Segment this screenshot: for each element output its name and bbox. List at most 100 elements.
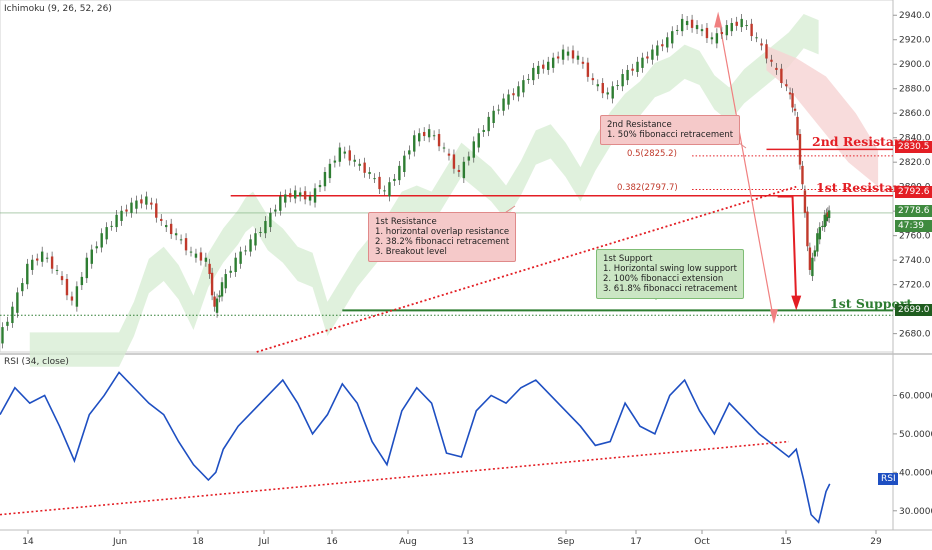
candle-body bbox=[700, 29, 704, 32]
candle-body bbox=[788, 92, 792, 95]
candle-body bbox=[527, 78, 530, 80]
candle-body bbox=[1, 327, 4, 344]
candle-body bbox=[199, 252, 203, 261]
candle-body bbox=[308, 196, 312, 201]
candle-body bbox=[333, 160, 337, 163]
rsi-pane: 30.0000 40.0000 50.0000 60.0000 bbox=[0, 371, 932, 524]
candle-body bbox=[798, 134, 802, 165]
candle-body bbox=[313, 188, 317, 203]
ichimoku-cloud-bearish bbox=[766, 45, 879, 187]
candle-body bbox=[239, 251, 242, 264]
candle-body bbox=[720, 31, 724, 35]
candle-body bbox=[725, 25, 729, 36]
candle-body bbox=[218, 295, 221, 298]
candle-body bbox=[184, 238, 188, 251]
candle-body bbox=[537, 65, 540, 75]
candle-body bbox=[745, 25, 748, 27]
candle-body bbox=[289, 193, 292, 198]
candle-body bbox=[293, 190, 297, 199]
candle-body bbox=[821, 225, 824, 227]
rsi-line bbox=[0, 371, 831, 524]
fib-arrow-up bbox=[714, 11, 723, 28]
candle-body bbox=[750, 23, 753, 37]
annotation-line: 1st Support bbox=[603, 254, 653, 264]
candle-body bbox=[125, 209, 128, 212]
candle-body bbox=[95, 246, 98, 249]
candle-body bbox=[418, 133, 421, 142]
candle-body bbox=[164, 225, 168, 228]
price-tick-label: 2720.0 bbox=[899, 281, 931, 291]
candle-body bbox=[591, 78, 595, 81]
ichimoku-cloud bbox=[29, 14, 819, 367]
candle-body bbox=[770, 59, 773, 62]
annotation-line: 3. 61.8% fibonacci retracement bbox=[603, 284, 738, 294]
candle-body bbox=[31, 259, 34, 270]
candle-body bbox=[816, 233, 819, 252]
first-support-annotation: 1st Support 1. Horizontal swing low supp… bbox=[596, 249, 745, 299]
price-tag-second-resistance: 2830.5 bbox=[895, 141, 932, 153]
first-resistance-annotation: 1st Resistance 1. horizontal overlap res… bbox=[368, 212, 517, 262]
rsi-trendline bbox=[0, 440, 789, 516]
candle-body bbox=[343, 151, 346, 154]
candle-body bbox=[818, 227, 822, 240]
candle-body bbox=[522, 80, 525, 93]
fib-05-label: 0.5(2825.2) bbox=[627, 149, 677, 159]
candle-body bbox=[16, 292, 19, 313]
candle-body bbox=[492, 110, 495, 124]
candle-body bbox=[482, 129, 485, 132]
candle-body bbox=[661, 44, 664, 47]
candle-body bbox=[626, 69, 629, 81]
price-tag-first-support: 2699.0 bbox=[895, 304, 932, 316]
candle-body bbox=[695, 25, 699, 30]
candle-body bbox=[437, 134, 441, 147]
candle-body bbox=[204, 257, 208, 262]
candle-body bbox=[512, 93, 515, 96]
candle-body bbox=[561, 49, 565, 60]
price-tick-label: 2760.0 bbox=[899, 232, 931, 242]
candle-body bbox=[130, 202, 133, 213]
candle-body bbox=[601, 83, 604, 94]
price-tick-label: 2740.0 bbox=[899, 256, 931, 266]
x-tick-label: Oct bbox=[694, 537, 710, 547]
candle-body bbox=[671, 31, 674, 44]
fib-diagonal bbox=[717, 15, 775, 322]
candle-body bbox=[36, 258, 39, 261]
candle-body bbox=[542, 64, 545, 69]
price-tick-label: 2840.0 bbox=[899, 134, 931, 144]
candle-body bbox=[581, 61, 585, 64]
candle-body bbox=[811, 257, 814, 277]
candle-body bbox=[378, 176, 381, 190]
candle-body bbox=[338, 147, 342, 162]
candle-body bbox=[55, 269, 59, 271]
candle-body bbox=[303, 191, 307, 200]
rsi-tick-label: 60.0000 bbox=[899, 391, 932, 401]
candle-body bbox=[447, 153, 451, 156]
rsi-tick-label: 50.0000 bbox=[899, 430, 932, 440]
candle-body bbox=[274, 209, 277, 212]
price-tag-first-resistance: 2792.6 bbox=[895, 186, 932, 198]
annotation-line: 2. 38.2% fibonacci retracement bbox=[375, 237, 510, 247]
candle-body bbox=[497, 109, 500, 111]
candle-body bbox=[120, 210, 123, 221]
candle-body bbox=[373, 178, 376, 180]
candle-body bbox=[279, 196, 282, 211]
rsi-label: RSI (34, close) bbox=[4, 357, 69, 367]
x-tick-label: Jun bbox=[112, 537, 127, 547]
rsi-tick-label: 30.0000 bbox=[899, 507, 932, 517]
candle-body bbox=[50, 256, 54, 269]
candle-body bbox=[826, 212, 830, 217]
candle-body bbox=[110, 225, 113, 227]
price-tick-label: 2820.0 bbox=[899, 158, 931, 168]
price-tag-current: 2778.6 bbox=[895, 205, 932, 217]
second-resistance-annotation: 2nd Resistance 1. 50% fibonacci retracem… bbox=[600, 115, 741, 145]
annotation-line: 2nd Resistance bbox=[607, 120, 672, 130]
projection-arrow-head bbox=[791, 295, 802, 311]
candle-body bbox=[621, 74, 624, 87]
candle-body bbox=[556, 56, 560, 59]
candle-body bbox=[442, 147, 446, 149]
candle-body bbox=[229, 270, 232, 273]
candle-body bbox=[269, 212, 272, 228]
candle-body bbox=[383, 190, 386, 192]
candle-body bbox=[85, 257, 89, 279]
